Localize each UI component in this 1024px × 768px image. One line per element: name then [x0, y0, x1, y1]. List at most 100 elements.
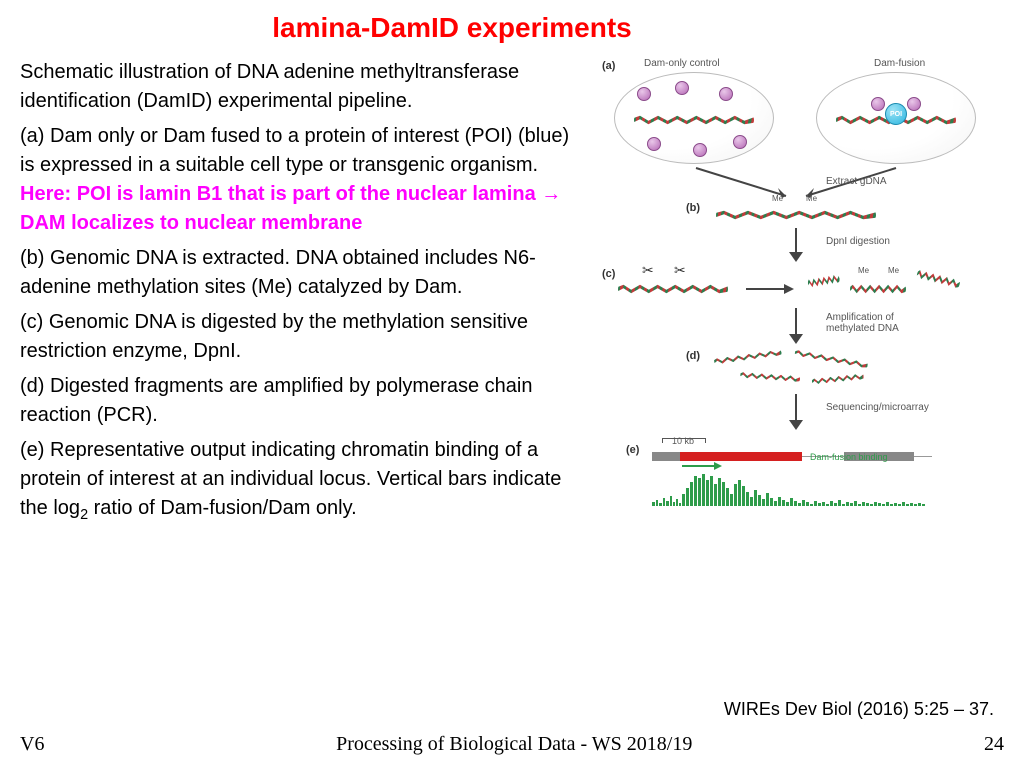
signal-peak	[882, 504, 885, 506]
signal-peak	[730, 494, 733, 506]
signal-peak	[818, 503, 821, 506]
signal-peak	[762, 499, 765, 506]
signal-peak	[722, 482, 725, 506]
signal-peak	[858, 504, 861, 506]
signal-peak	[878, 503, 881, 506]
panel-label-a: (a)	[602, 60, 615, 72]
slide-title: lamina-DamID experiments	[0, 12, 1004, 44]
signal-peak	[894, 503, 897, 506]
signal-peak	[802, 500, 805, 506]
dna-fragment-icon	[713, 347, 782, 366]
signal-peak	[746, 492, 749, 506]
panel-label-d: (d)	[686, 350, 700, 362]
content-row: Schematic illustration of DNA adenine me…	[20, 58, 1004, 532]
signal-peak	[656, 500, 658, 506]
label-scale: 10 kb	[672, 436, 694, 446]
signal-peak	[766, 493, 769, 506]
text-column: Schematic illustration of DNA adenine me…	[20, 58, 588, 532]
arrow-icon	[795, 308, 797, 336]
signal-peak	[714, 484, 717, 506]
signal-peak	[726, 488, 729, 506]
binding-block-icon	[680, 452, 802, 461]
signal-peak	[838, 500, 841, 506]
slide: lamina-DamID experiments Schematic illus…	[0, 0, 1024, 768]
label-binding: Dam-fusion binding	[810, 452, 888, 462]
arrowhead-icon	[789, 334, 803, 344]
signal-peak	[798, 503, 801, 506]
arrow-icon	[795, 394, 797, 422]
signal-peak	[702, 474, 705, 506]
signal-peak	[870, 504, 873, 506]
para-a-highlight: Here: POI is lamin B1 that is part of th…	[20, 183, 561, 234]
label-amp: Amplification of methylated DNA	[826, 312, 926, 334]
label-extract: Extract gDNA	[826, 176, 887, 187]
signal-peak	[770, 498, 773, 506]
label-me: Me	[772, 194, 783, 203]
para-a: (a) Dam only or Dam fused to a protein o…	[20, 122, 588, 238]
arrow-icon	[795, 228, 797, 254]
dam-ball-icon	[733, 135, 747, 149]
panel-label-b: (b)	[686, 202, 700, 214]
signal-peak	[794, 501, 797, 506]
signal-peak	[718, 478, 721, 506]
footer-right: 24	[984, 733, 1004, 756]
label-seq: Sequencing/microarray	[826, 402, 929, 413]
label-me: Me	[888, 266, 899, 275]
footer-center: Processing of Biological Data - WS 2018/…	[336, 733, 692, 756]
signal-peak	[682, 494, 685, 506]
signal-peak	[866, 503, 869, 506]
signal-peak	[659, 503, 662, 506]
signal-peak	[826, 504, 829, 506]
signal-peak	[758, 495, 761, 506]
poi-ball-icon: POI	[885, 103, 907, 125]
para-c: (c) Genomic DNA is digested by the methy…	[20, 308, 588, 366]
signal-peak	[814, 501, 817, 506]
label-dam-fusion: Dam-fusion	[874, 58, 925, 69]
signal-peak	[886, 502, 889, 506]
label-me: Me	[858, 266, 869, 275]
diagram-column: (a) Dam-only control Dam-fusion POI	[596, 58, 1004, 532]
signal-peak	[922, 504, 925, 506]
signal-peak	[806, 502, 809, 506]
signal-peak	[690, 482, 693, 506]
dna-fragment-icon	[915, 267, 961, 291]
signal-peak	[846, 502, 849, 506]
signal-peak	[842, 504, 845, 506]
cell-dam-only	[614, 72, 774, 164]
para-e: (e) Representative output indicating chr…	[20, 436, 588, 526]
signal-peak	[850, 503, 853, 506]
signal-peak	[822, 502, 825, 506]
signal-track	[652, 472, 932, 506]
arrowhead-icon	[789, 420, 803, 430]
panel-label-c: (c)	[602, 268, 615, 280]
signal-peak	[686, 488, 689, 506]
signal-peak	[782, 500, 785, 506]
signal-peak	[830, 501, 833, 506]
cell-dam-fusion: POI	[816, 72, 976, 164]
gene-block-icon	[652, 452, 680, 461]
signal-peak	[902, 502, 905, 506]
genome-track: 10 kb Dam-fusion binding	[652, 438, 932, 468]
signal-peak	[774, 501, 777, 506]
signal-peak	[742, 486, 745, 506]
dna-icon	[716, 208, 876, 222]
signal-peak	[906, 504, 909, 506]
footer-left: V6	[20, 733, 44, 756]
label-dam-only: Dam-only control	[644, 58, 720, 69]
dna-fragment-icon	[850, 282, 906, 296]
signal-peak	[652, 502, 655, 506]
signal-peak	[673, 502, 675, 506]
signal-peak	[679, 503, 681, 506]
signal-peak	[874, 502, 877, 506]
dna-fragment-icon	[794, 348, 869, 371]
signal-peak	[710, 476, 713, 506]
signal-peak	[778, 497, 781, 506]
para-a-text: (a) Dam only or Dam fused to a protein o…	[20, 125, 569, 176]
signal-peak	[834, 503, 837, 506]
dam-ball-icon	[647, 137, 661, 151]
label-me: Me	[806, 194, 817, 203]
dna-fragment-icon	[807, 271, 841, 290]
signal-peak	[738, 480, 741, 506]
para-d: (d) Digested fragments are amplified by …	[20, 372, 588, 430]
signal-peak	[862, 502, 865, 506]
